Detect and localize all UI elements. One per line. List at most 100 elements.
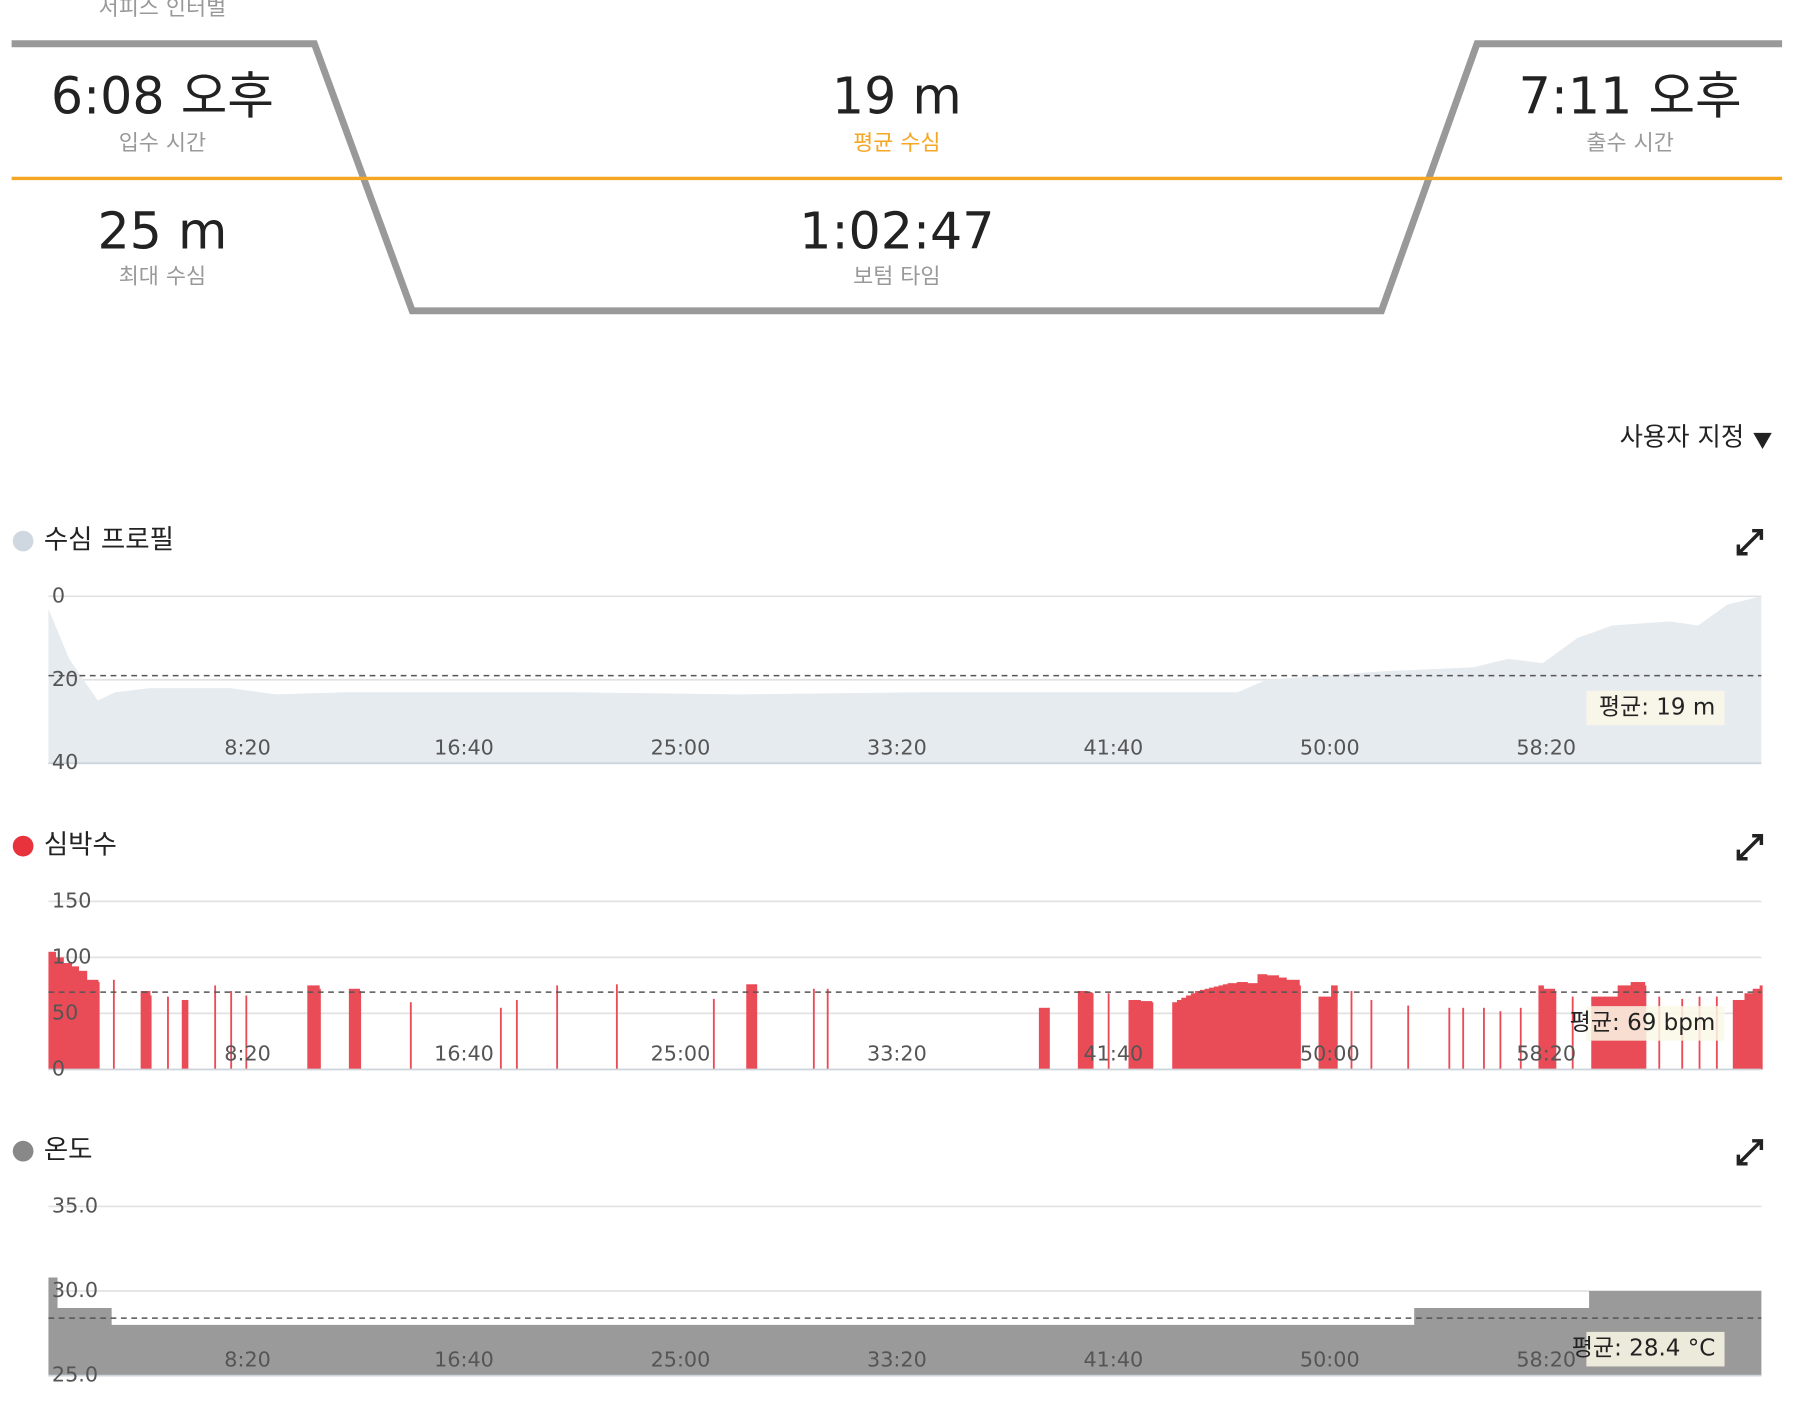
heart-rate-bar xyxy=(318,988,321,1070)
heart-rate-bar xyxy=(1222,984,1229,1070)
x-tick-label: 8:20 xyxy=(224,1041,271,1065)
heart-rate-bar xyxy=(230,991,233,1070)
surface-interval-label: 서피스 인터벌 xyxy=(99,0,227,21)
expand-arrows[interactable] xyxy=(1736,834,1764,861)
plot xyxy=(48,900,1763,1071)
custom-menu-label[interactable]: 사용자 지정 xyxy=(1620,422,1744,452)
heart-rate-bar xyxy=(1571,996,1574,1070)
y-tick-label: 50 xyxy=(52,1000,78,1024)
x-tick-label: 50:00 xyxy=(1300,735,1360,759)
heart-rate-bar xyxy=(1172,1002,1178,1070)
heart-rate-bar xyxy=(1247,983,1259,1070)
heart-rate-bar xyxy=(1744,993,1754,1070)
expand-arrows[interactable] xyxy=(1736,528,1764,556)
heart-rate-bar xyxy=(214,985,217,1070)
heart-rate-bar xyxy=(1350,991,1353,1070)
heart-rate-bar xyxy=(755,984,758,1070)
x-tick-label: 16:40 xyxy=(434,735,494,759)
x-tick-label: 16:40 xyxy=(434,1041,494,1065)
x-tick-label: 33:20 xyxy=(867,1348,927,1372)
heart-rate-bar xyxy=(71,966,79,1070)
profile-outline xyxy=(11,40,1783,315)
heart-rate-bar xyxy=(1318,996,1332,1070)
expand-arrows[interactable] xyxy=(1736,1139,1764,1166)
heart-rate-bar xyxy=(186,999,189,1070)
heart-rate-bar xyxy=(1204,988,1210,1070)
heart-rate-bar xyxy=(515,999,518,1070)
heart-rate-bar xyxy=(63,962,73,1070)
heart-rate-bar xyxy=(1370,999,1373,1070)
stat-value: 19 m xyxy=(832,67,962,126)
legend-dot xyxy=(12,835,34,857)
heart-rate-bar xyxy=(112,979,115,1070)
heart-rate-bar xyxy=(1082,991,1088,1070)
heart-rate-bar xyxy=(1091,993,1094,1070)
x-tick-label: 8:20 xyxy=(224,735,271,759)
heart-rate-bar xyxy=(1218,985,1224,1070)
legend-dot xyxy=(12,1140,34,1162)
heart-rate-bar xyxy=(826,988,829,1070)
heart-rate-bar xyxy=(1190,993,1196,1070)
heart-rate-bar xyxy=(1407,1005,1410,1070)
average-box xyxy=(1586,690,1725,726)
heart-rate-bar xyxy=(1181,997,1187,1070)
expand-icon[interactable] xyxy=(1736,834,1764,861)
expand-icon[interactable] xyxy=(1736,528,1764,556)
heart-rate-bar xyxy=(181,999,188,1070)
heart-rate-bar xyxy=(149,995,152,1070)
heart-rate-bar xyxy=(1236,982,1243,1070)
y-tick-label: 40 xyxy=(52,750,78,774)
average-box xyxy=(1586,1331,1725,1367)
heart-rate-bar xyxy=(245,995,248,1070)
heart-rate-bar xyxy=(1107,993,1110,1070)
heart-rate-bar xyxy=(1047,1007,1050,1070)
heart-rate-bar xyxy=(167,996,169,1070)
heart-rate-bar xyxy=(1554,991,1557,1070)
heart-rate-bar xyxy=(1241,982,1248,1070)
x-tick-label: 25:00 xyxy=(651,1348,711,1372)
heart-rate-bar xyxy=(1199,989,1206,1070)
heart-rate-bar xyxy=(1140,1001,1147,1070)
heart-rate-bar xyxy=(1257,974,1268,1070)
heart-rate-bar xyxy=(1448,1007,1451,1070)
x-tick-label: 25:00 xyxy=(651,735,711,759)
heart-rate-bar xyxy=(1134,999,1141,1070)
heart-rate-bar xyxy=(1086,992,1093,1070)
heart-rate-bar xyxy=(1299,985,1301,1070)
heart-rate-bar xyxy=(409,1002,412,1070)
heart-rate-bar xyxy=(1759,985,1763,1070)
heart-rate-bar xyxy=(1151,1002,1154,1070)
heart-rate-bar xyxy=(1209,987,1215,1070)
heart-rate-bar xyxy=(1176,999,1182,1070)
y-tick-label: 100 xyxy=(52,944,92,968)
heart-rate-bar xyxy=(1186,995,1192,1070)
stat-value: 1:02:47 xyxy=(799,201,994,260)
chart-title: 수심 프로필 xyxy=(44,525,174,556)
heart-rate-bar xyxy=(348,988,360,1070)
average-label: 평균: 69 bpm xyxy=(1570,1010,1716,1036)
heart-rate-bar xyxy=(140,991,151,1070)
x-tick-label: 50:00 xyxy=(1300,1348,1360,1372)
x-tick-label: 16:40 xyxy=(434,1348,494,1372)
heart-rate-bar xyxy=(1752,988,1761,1070)
plot xyxy=(48,1205,1762,1377)
stat-label: 평균 수심 xyxy=(853,131,940,156)
stat-label: 출수 시간 xyxy=(1586,131,1673,156)
heart-rate-bar xyxy=(712,998,715,1070)
y-tick-label: 0 xyxy=(52,583,65,607)
heart-rate-bar xyxy=(1519,1007,1522,1070)
legend-dot xyxy=(12,530,34,552)
custom-menu[interactable]: 사용자 지정 xyxy=(1620,422,1772,452)
heart-rate-bar xyxy=(1128,999,1135,1070)
heart-rate-bar xyxy=(1195,991,1201,1070)
temperature-area xyxy=(48,1277,1762,1376)
stat-value: 25 m xyxy=(97,201,227,260)
expand-icon[interactable] xyxy=(1736,1139,1764,1166)
plot xyxy=(48,595,1762,765)
stat-value: 6:08 오후 xyxy=(51,67,274,126)
heart-rate-bar xyxy=(556,985,559,1070)
x-tick-label: 50:00 xyxy=(1300,1041,1360,1065)
heart-rate-bar xyxy=(1543,988,1556,1070)
dropdown-arrow[interactable] xyxy=(1753,432,1772,449)
